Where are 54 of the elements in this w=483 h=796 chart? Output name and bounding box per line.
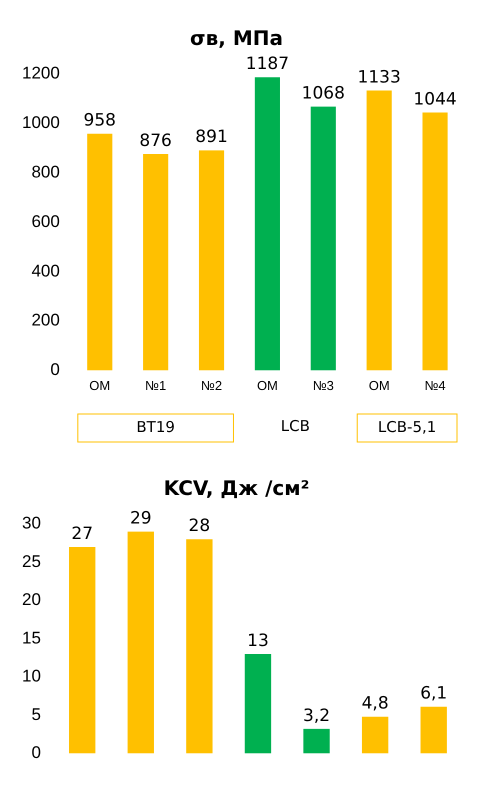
bar (254, 77, 280, 370)
chart-title: σв, МПа (190, 26, 283, 50)
x-tick-label: №4 (424, 378, 446, 393)
x-tick-label: OM (256, 378, 278, 393)
data-label: 891 (195, 127, 228, 148)
bar (303, 728, 330, 754)
y-tick-label: 400 (31, 261, 60, 280)
data-label: 29 (130, 508, 152, 529)
bar (244, 654, 272, 754)
x-tick-label: №3 (312, 378, 334, 393)
y-tick-label: 10 (22, 666, 41, 686)
data-label: 28 (188, 516, 210, 536)
data-label: 876 (139, 130, 172, 151)
data-label: 1187 (246, 54, 290, 74)
x-tick-label: №1 (145, 378, 166, 393)
bar (87, 134, 112, 370)
x-tick-label: №2 (200, 378, 222, 393)
y-tick-label: 1200 (22, 64, 60, 83)
data-label: 1068 (302, 84, 345, 104)
data-label: 27 (71, 524, 94, 544)
x-tick-label: OM (368, 378, 390, 393)
bar (362, 716, 388, 754)
data-label: 1044 (413, 89, 457, 110)
data-label: 6,1 (420, 684, 448, 704)
y-tick-label: 20 (22, 590, 41, 610)
y-tick-label: 0 (31, 743, 41, 762)
data-label: 3,2 (303, 706, 330, 726)
bar (420, 706, 447, 754)
text: LCB-5,1 (378, 418, 436, 436)
data-label: 13 (247, 630, 269, 651)
text: LCB (280, 416, 310, 435)
y-tick-label: 800 (31, 162, 60, 182)
y-tick-label: 30 (22, 514, 41, 533)
y-tick-label: 600 (31, 212, 60, 231)
text: BT19 (136, 418, 175, 436)
data-label: 958 (84, 110, 116, 131)
bar (128, 532, 154, 754)
bar (198, 150, 224, 370)
data-label: 1133 (358, 67, 401, 88)
y-tick-label: 5 (31, 704, 41, 724)
x-tick-label: OM (89, 378, 110, 393)
bar (366, 90, 392, 370)
bar (143, 154, 168, 370)
y-tick-label: 200 (31, 310, 60, 330)
y-tick-label: 15 (22, 628, 41, 648)
y-tick-label: 1000 (22, 113, 60, 132)
chart-title: KCV, Дж /см² (164, 476, 310, 500)
bar (186, 539, 213, 754)
data-label: 4,8 (362, 694, 389, 714)
y-tick-label: 25 (22, 552, 41, 571)
y-tick-label: 0 (50, 360, 60, 380)
bar (310, 106, 336, 370)
bar (422, 112, 448, 370)
bar (69, 546, 96, 754)
